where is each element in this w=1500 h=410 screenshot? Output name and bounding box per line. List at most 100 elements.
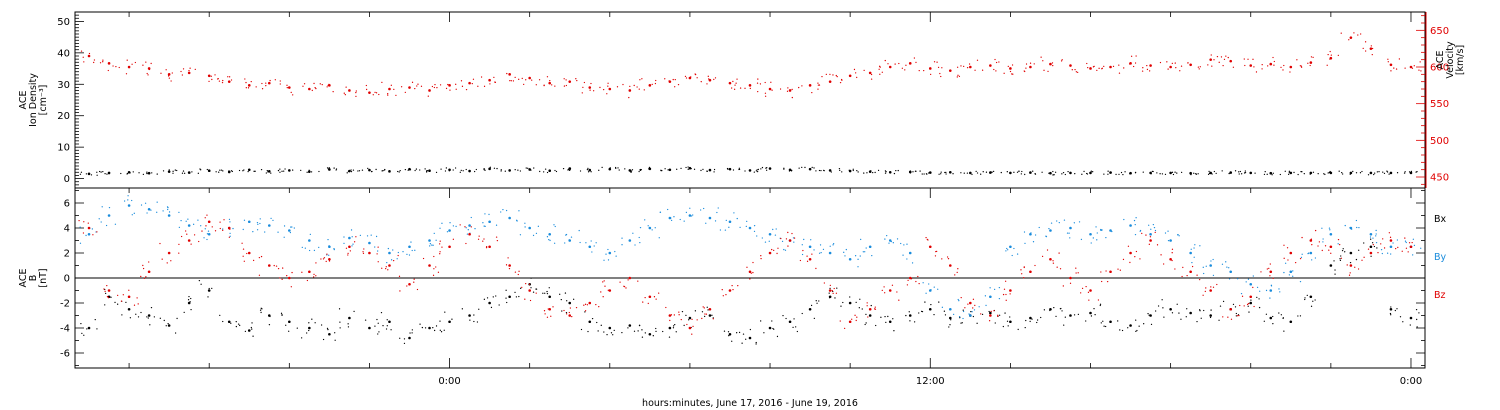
data-dot: [1411, 242, 1413, 244]
data-dot: [1244, 172, 1247, 174]
data-dot: [897, 169, 899, 172]
data-dot: [166, 206, 169, 208]
data-dot: [852, 168, 854, 170]
data-dot: [753, 225, 756, 227]
data-dot: [696, 319, 698, 321]
data-dot: [1164, 232, 1167, 234]
data-dot: [755, 170, 758, 172]
data-dot: [147, 317, 149, 319]
data-dot: [722, 295, 724, 297]
data-dot: [308, 169, 310, 171]
data-dot: [878, 68, 880, 70]
data-dot: [134, 61, 137, 64]
data-dot: [974, 304, 976, 307]
data-dot: [1134, 233, 1137, 236]
data-dot: [1016, 171, 1019, 173]
data-dot: [1171, 259, 1173, 262]
data-dot: [815, 300, 817, 302]
data-dot: [538, 79, 541, 81]
data-dot: [773, 328, 775, 330]
data-point: [388, 251, 391, 255]
data-dot: [120, 300, 123, 302]
data-dot: [684, 75, 687, 78]
data-dot: [1186, 308, 1188, 310]
data-dot: [896, 291, 898, 293]
data-point: [728, 332, 732, 336]
data-dot: [675, 331, 677, 333]
data-dot: [1383, 247, 1386, 249]
data-point: [628, 324, 632, 327]
data-dot: [728, 335, 730, 337]
data-dot: [1096, 69, 1098, 72]
data-dot: [406, 285, 408, 287]
data-dot: [1304, 298, 1306, 301]
left-tick-label: -4: [60, 324, 70, 335]
data-dot: [1386, 252, 1389, 254]
data-dot: [300, 337, 303, 339]
data-dot: [375, 235, 378, 238]
data-point: [788, 239, 792, 242]
data-dot: [1329, 58, 1331, 60]
data-point: [708, 307, 712, 311]
data-dot: [1247, 58, 1249, 60]
data-dot: [80, 171, 83, 173]
data-dot: [984, 295, 987, 297]
data-dot: [768, 240, 770, 242]
data-dot: [543, 171, 545, 173]
data-dot: [198, 279, 201, 282]
data-point: [308, 87, 311, 91]
data-dot: [426, 170, 429, 172]
data-dot: [398, 171, 400, 173]
data-dot: [644, 296, 646, 299]
left-axis-label: ACE: [18, 91, 29, 110]
data-dot: [403, 338, 406, 340]
data-dot: [1390, 306, 1392, 308]
data-dot: [798, 86, 800, 89]
data-dot: [189, 67, 191, 69]
data-dot: [960, 296, 962, 299]
data-dot: [1403, 172, 1406, 174]
data-dot: [884, 59, 886, 62]
data-dot: [1157, 305, 1160, 307]
data-dot: [962, 317, 964, 320]
data-dot: [1020, 269, 1022, 271]
data-dot: [1171, 312, 1174, 314]
data-dot: [981, 313, 984, 316]
data-dot: [125, 301, 127, 304]
data-point: [207, 74, 211, 78]
data-dot: [92, 234, 94, 236]
data-dot: [409, 332, 411, 334]
left-tick-label: 0: [64, 174, 70, 185]
data-dot: [803, 238, 805, 241]
data-dot: [1352, 170, 1354, 173]
data-dot: [1416, 326, 1418, 328]
data-dot: [115, 65, 117, 68]
data-dot: [480, 76, 483, 78]
data-dot: [1326, 64, 1328, 66]
data-dot: [1408, 171, 1411, 173]
data-dot: [749, 271, 751, 273]
data-dot: [911, 262, 914, 264]
data-dot: [355, 236, 357, 238]
data-dot: [712, 318, 714, 320]
data-dot: [662, 330, 664, 333]
data-dot: [980, 313, 982, 315]
data-dot: [607, 259, 610, 261]
data-dot: [1182, 266, 1184, 269]
data-dot: [1154, 310, 1157, 312]
data-dot: [1145, 234, 1147, 236]
data-dot: [363, 248, 365, 250]
data-dot: [586, 168, 589, 171]
data-dot: [507, 257, 509, 259]
data-dot: [777, 247, 779, 249]
data-dot: [1006, 320, 1009, 322]
data-dot: [835, 292, 838, 294]
data-point: [528, 226, 531, 230]
data-dot: [1156, 172, 1158, 174]
right-tick-label: 450: [1430, 173, 1449, 184]
data-dot: [909, 170, 912, 172]
data-dot: [256, 229, 259, 231]
data-dot: [654, 82, 657, 85]
data-dot: [147, 74, 149, 76]
data-dot: [925, 292, 927, 294]
